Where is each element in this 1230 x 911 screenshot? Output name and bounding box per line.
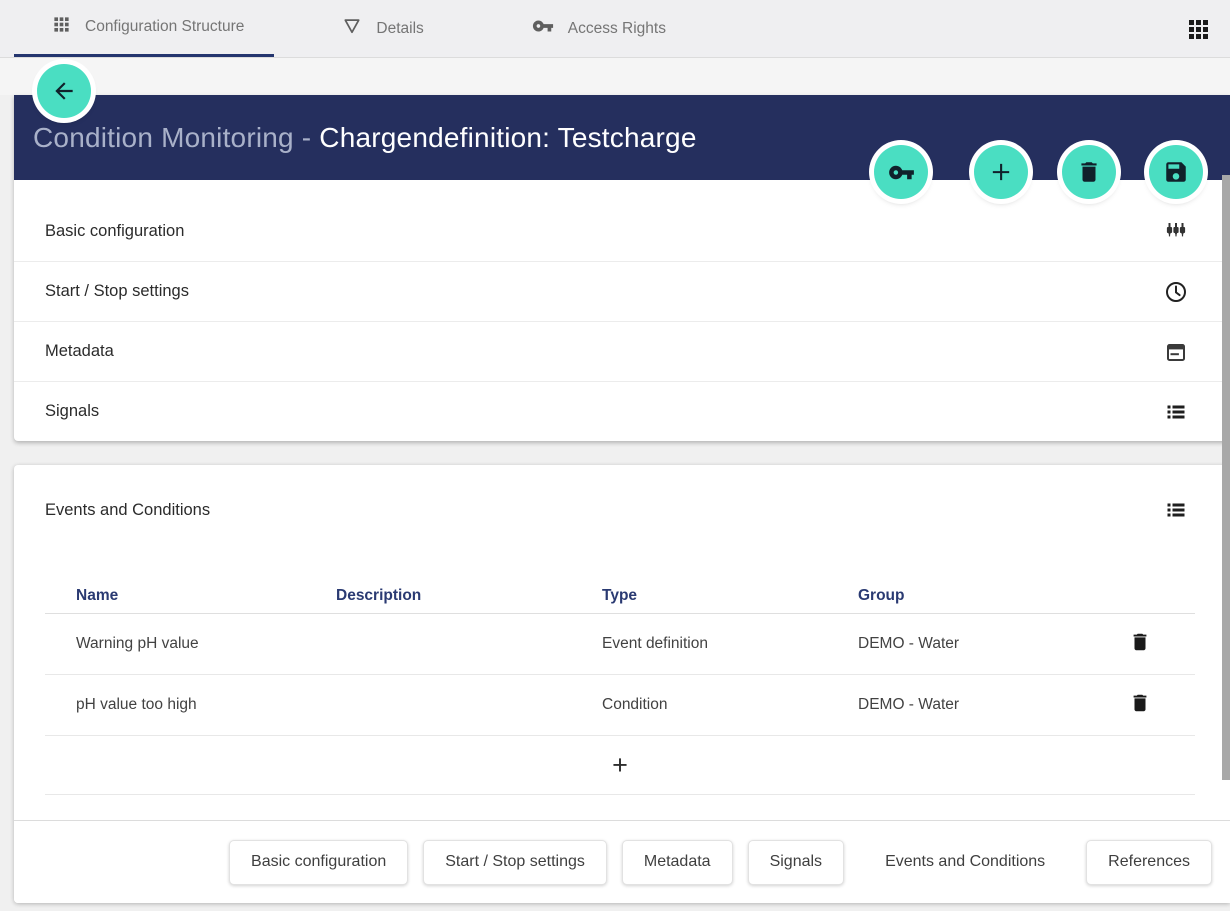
grid-menu-icon[interactable] [1186, 0, 1210, 57]
save-button[interactable] [1149, 145, 1203, 199]
section-start-stop-settings[interactable]: Start / Stop settings [14, 261, 1230, 321]
top-tab-bar: Configuration Structure Details Access R… [0, 0, 1230, 58]
page-header: Condition Monitoring - Chargendefinition… [14, 95, 1230, 180]
tab-label: Details [376, 19, 424, 37]
table-row[interactable]: pH value too high Condition DEMO - Water [45, 675, 1195, 736]
bottom-button-basic-configuration[interactable]: Basic configuration [229, 839, 409, 885]
section-metadata[interactable]: Metadata [14, 321, 1230, 381]
cell-group: DEMO - Water [858, 635, 960, 652]
column-header-group: Group [858, 586, 905, 604]
events-table: Name Description Type Group Warning pH v… [45, 578, 1195, 795]
delete-button[interactable] [1062, 145, 1116, 199]
section-label: Start / Stop settings [45, 282, 189, 300]
bottom-button-references[interactable]: References [1086, 839, 1212, 885]
section-label: Signals [45, 402, 100, 420]
bottom-button-start-stop-settings[interactable]: Start / Stop settings [423, 839, 607, 885]
grid-icon [52, 15, 71, 39]
column-header-name: Name [76, 586, 119, 604]
list-icon [1164, 400, 1188, 424]
events-conditions-card: Events and Conditions Name Description T… [14, 465, 1230, 903]
header-gap [0, 58, 1230, 95]
title-main: Chargendefinition: Testcharge [319, 121, 697, 153]
section-list: Basic configuration Start / Stop setting… [14, 180, 1230, 441]
cell-type: Event definition [602, 635, 708, 652]
bottom-button-metadata[interactable]: Metadata [621, 839, 733, 885]
bottom-button-events-and-conditions[interactable]: Events and Conditions [859, 840, 1071, 885]
arrow-left-icon [51, 78, 77, 104]
cell-name: pH value too high [76, 696, 197, 713]
section-label: Metadata [45, 342, 114, 360]
bottom-button-signals[interactable]: Signals [747, 839, 845, 885]
configuration-card: Condition Monitoring - Chargendefinition… [14, 95, 1230, 441]
events-panel-title: Events and Conditions [45, 500, 211, 519]
column-header-description: Description [336, 586, 422, 604]
tab-access-rights[interactable]: Access Rights [514, 0, 684, 57]
add-row-button[interactable]: + [45, 736, 1195, 795]
list-icon[interactable] [1164, 498, 1188, 522]
column-header-type: Type [602, 586, 638, 604]
clock-icon [1164, 280, 1188, 304]
save-icon [1163, 159, 1189, 185]
cell-type: Condition [602, 696, 668, 713]
sliders-icon [1164, 219, 1188, 243]
cell-name: Warning pH value [76, 635, 199, 652]
tab-label: Access Rights [567, 19, 666, 37]
key-icon [532, 15, 554, 42]
row-delete-button[interactable] [1115, 631, 1165, 658]
plus-icon: + [612, 749, 628, 780]
tab-details[interactable]: Details [324, 0, 441, 57]
section-basic-configuration[interactable]: Basic configuration [14, 201, 1230, 261]
title-prefix: Condition Monitoring - [33, 121, 320, 153]
trash-icon [1129, 631, 1151, 658]
events-panel-header: Events and Conditions [14, 465, 1230, 543]
trash-icon [1129, 692, 1151, 719]
tab-label: Configuration Structure [85, 18, 245, 35]
table-row[interactable]: Warning pH value Event definition DEMO -… [45, 614, 1195, 675]
page-title: Condition Monitoring - Chargendefinition… [33, 122, 697, 154]
permissions-button[interactable] [874, 145, 928, 199]
key-icon [888, 159, 915, 186]
vertical-scrollbar[interactable] [1222, 175, 1230, 780]
trash-icon [1076, 159, 1102, 185]
plus-icon [987, 158, 1015, 186]
calendar-icon [1164, 340, 1188, 364]
back-button[interactable] [37, 64, 91, 118]
cell-group: DEMO - Water [858, 696, 960, 713]
funnel-icon [342, 16, 362, 41]
section-label: Basic configuration [45, 221, 185, 240]
bottom-section-bar: Basic configuration Start / Stop setting… [14, 820, 1230, 903]
row-delete-button[interactable] [1115, 692, 1165, 719]
add-button[interactable] [974, 145, 1028, 199]
section-signals[interactable]: Signals [14, 381, 1230, 441]
table-header-row: Name Description Type Group [45, 578, 1195, 614]
tab-configuration-structure[interactable]: Configuration Structure [14, 0, 275, 57]
